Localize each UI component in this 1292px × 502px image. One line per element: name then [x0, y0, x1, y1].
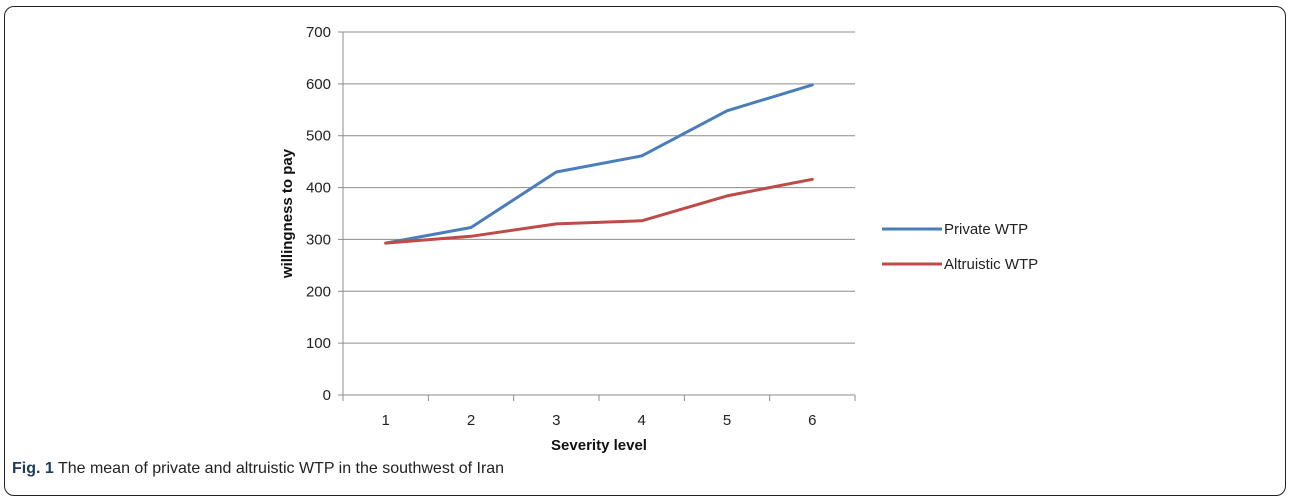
gridlines — [343, 31, 855, 344]
y-tick-label: 300 — [306, 231, 331, 248]
x-tick-label: 1 — [381, 412, 389, 429]
y-tick-label: 100 — [306, 335, 331, 352]
figure-caption: Fig. 1 The mean of private and altruisti… — [12, 460, 504, 478]
figure-frame — [4, 6, 1286, 496]
series-line-2 — [384, 177, 814, 245]
legend: Private WTP Altruistic WTP — [882, 221, 1038, 273]
caption-text: The mean of private and altruistic WTP i… — [53, 460, 505, 477]
y-tick-label: 600 — [306, 76, 331, 93]
y-tick-label: 700 — [306, 24, 331, 41]
y-tick-label: 500 — [306, 128, 331, 145]
y-tick-label: 400 — [306, 180, 331, 197]
series-line-1 — [384, 83, 814, 245]
line-chart: 0 100 200 300 400 500 600 700 1 2 3 4 5 6 Private WTP… — [279, 24, 1038, 454]
y-axis-title: willingness to pay — [279, 148, 296, 279]
y-tick-label: 200 — [306, 283, 331, 300]
x-tick-label: 3 — [552, 412, 560, 429]
x-axis-title: Severity level — [551, 437, 647, 454]
series-lines — [384, 83, 814, 245]
legend-label-2: Altruistic WTP — [944, 256, 1038, 273]
y-tick-label: 0 — [323, 387, 331, 404]
x-tick-label: 6 — [808, 412, 816, 429]
figure-label: Fig. 1 — [12, 460, 54, 477]
axes: 0 100 200 300 400 500 600 700 1 2 3 4 5 6 — [306, 24, 856, 429]
legend-label-1: Private WTP — [944, 221, 1028, 238]
x-tick-label: 4 — [637, 412, 645, 429]
x-tick-label: 2 — [467, 412, 475, 429]
x-tick-label: 5 — [723, 412, 731, 429]
